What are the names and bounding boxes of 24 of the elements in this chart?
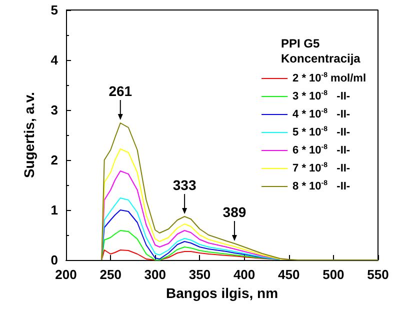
line-series [101, 122, 378, 260]
x-tick-label: 500 [322, 267, 344, 282]
x-tick-label: 250 [100, 267, 122, 282]
y-tick-label: 4 [50, 52, 59, 68]
line-series [101, 148, 290, 260]
y-axis-title: Sugertis, a.v. [21, 92, 37, 178]
y-tick-label: 2 [50, 152, 58, 168]
annotation: 333 [172, 177, 196, 193]
y-tick-label: 3 [50, 102, 58, 118]
x-tick-label: 350 [188, 267, 211, 282]
x-tick-label: 550 [367, 267, 389, 282]
annotation: 261 [108, 83, 132, 99]
x-tick-label: 400 [233, 267, 256, 282]
line-series [101, 198, 280, 260]
x-tick-label: 450 [278, 267, 300, 282]
x-tick-label: 200 [55, 267, 77, 282]
legend-title: PPI G5 Koncentracija [281, 36, 361, 66]
line-series [101, 230, 280, 260]
x-tick-label: 300 [144, 267, 166, 282]
y-tick-label: 0 [50, 252, 58, 268]
annotation: 389 [222, 204, 246, 220]
y-tick-label: 5 [50, 2, 58, 18]
y-tick-label: 1 [50, 202, 58, 218]
x-axis-title: Bangos ilgis, nm [166, 284, 278, 301]
